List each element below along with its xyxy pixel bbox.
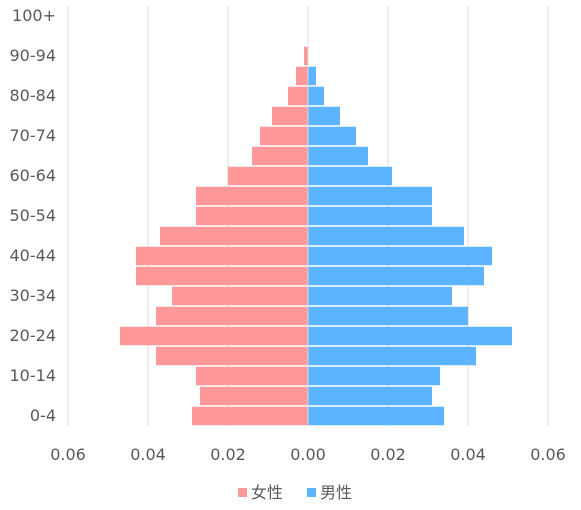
y-tick-label: 90-94 — [10, 46, 57, 65]
x-tick-label: 0.02 — [210, 445, 246, 464]
female-bar-20-24 — [120, 326, 308, 346]
male-bar-45-49 — [308, 226, 464, 246]
female-bar-25-29 — [156, 306, 308, 326]
male-bar-15-19 — [308, 346, 476, 366]
male-bar-20-24 — [308, 326, 512, 346]
female-bar-0-4 — [192, 406, 308, 426]
male-bar-25-29 — [308, 306, 468, 326]
legend: 女性 男性 — [238, 483, 352, 502]
male-bar-75-79 — [308, 106, 340, 126]
female-bar-75-79 — [272, 106, 308, 126]
female-bar-70-74 — [260, 126, 308, 146]
male-bar-65-69 — [308, 146, 368, 166]
male-legend-swatch — [307, 488, 316, 497]
male-bar-35-39 — [308, 266, 484, 286]
male-bar-0-4 — [308, 406, 444, 426]
x-tick-label: 0.04 — [450, 445, 486, 464]
male-bar-80-84 — [308, 86, 324, 106]
female-bar-80-84 — [288, 86, 308, 106]
female-bar-10-14 — [196, 366, 308, 386]
male-bar-85-89 — [308, 66, 316, 86]
male-bar-5-9 — [308, 386, 432, 406]
female-legend-label: 女性 — [251, 483, 283, 502]
male-bar-40-44 — [308, 246, 492, 266]
y-tick-label: 70-74 — [10, 126, 57, 145]
male-legend-label: 男性 — [320, 483, 352, 502]
y-tick-label: 10-14 — [10, 366, 57, 385]
female-bar-45-49 — [160, 226, 308, 246]
y-axis-tick-labels: 0-4 10-14 20-24 30-34 40-44 50-54 60-64 70-74 80… — [10, 6, 57, 425]
male-bar-60-64 — [308, 166, 392, 186]
female-bar-35-39 — [136, 266, 308, 286]
y-tick-label: 30-34 — [10, 286, 57, 305]
female-bar-85-89 — [296, 66, 308, 86]
y-tick-label: 50-54 — [10, 206, 57, 225]
male-bar-30-34 — [308, 286, 452, 306]
female-bar-55-59 — [196, 186, 308, 206]
male-bar-70-74 — [308, 126, 356, 146]
female-bar-15-19 — [156, 346, 308, 366]
y-tick-label: 100+ — [12, 6, 56, 25]
female-bar-40-44 — [136, 246, 308, 266]
female-bar-50-54 — [196, 206, 308, 226]
x-axis-tick-labels: 0.06 0.04 0.02 0.00 0.02 0.04 0.06 — [50, 445, 566, 464]
x-tick-label: 0.06 — [50, 445, 86, 464]
male-bar-10-14 — [308, 366, 440, 386]
female-bar-5-9 — [200, 386, 308, 406]
female-bar-65-69 — [252, 146, 308, 166]
female-bar-60-64 — [228, 166, 308, 186]
bars — [120, 6, 512, 426]
male-bar-50-54 — [308, 206, 432, 226]
x-tick-label: 0.04 — [130, 445, 166, 464]
y-tick-label: 60-64 — [10, 166, 57, 185]
y-tick-label: 20-24 — [10, 326, 57, 345]
x-tick-label: 0.06 — [530, 445, 566, 464]
x-tick-label: 0.00 — [290, 445, 326, 464]
female-bar-30-34 — [172, 286, 308, 306]
y-tick-label: 80-84 — [10, 86, 57, 105]
female-legend-swatch — [238, 488, 247, 497]
x-tick-label: 0.02 — [370, 445, 406, 464]
male-bar-55-59 — [308, 186, 432, 206]
y-tick-label: 0-4 — [30, 406, 56, 425]
y-tick-label: 40-44 — [10, 246, 57, 265]
female-bar-90-94 — [304, 46, 308, 66]
